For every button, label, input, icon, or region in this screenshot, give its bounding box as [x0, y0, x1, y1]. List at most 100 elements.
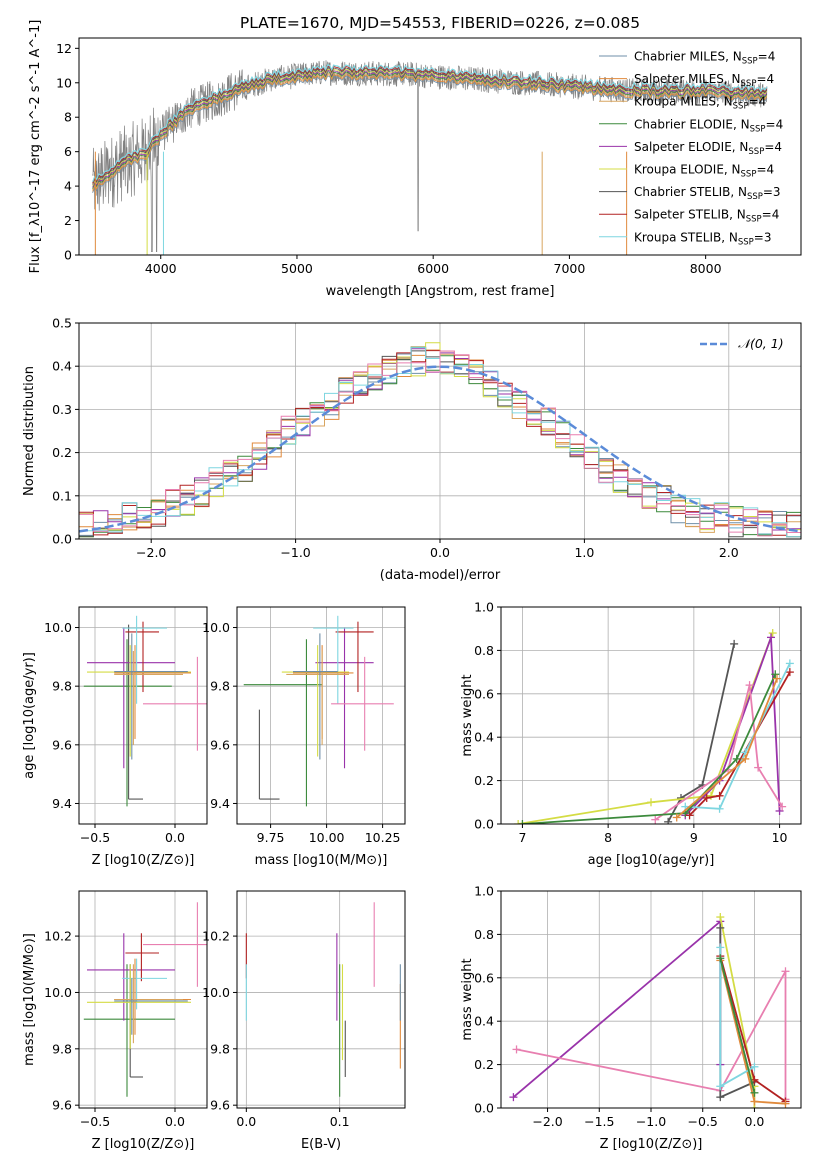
y-axis-label: mass weight: [460, 674, 475, 756]
legend-entry: Chabrier ELODIE, NSSP=4: [634, 117, 783, 134]
y-tick-label: 0.4: [474, 730, 494, 745]
x-tick-label: 0.0: [430, 545, 450, 560]
y-tick-label: 6: [64, 144, 72, 159]
x-axis-label: Z [log10(Z/Z⊙)]: [92, 1137, 195, 1152]
legend-entry: Salpeter STELIB, NSSP=4: [634, 208, 779, 225]
y-tick-label: 10.2: [44, 929, 72, 944]
x-tick-label: −1.5: [584, 1114, 614, 1129]
y-tick-label: 10.0: [44, 985, 72, 1000]
x-tick-label: 5000: [281, 261, 313, 276]
axes-frame: [78, 37, 802, 256]
chart-mass-vs-Z: −0.5 0.0 9.6 9.8 10.0 10.2 Z [log10(Z/Z⊙)] mass…: [22, 890, 208, 1152]
x-axis-label: Z [log10(Z/Z⊙)]: [600, 1137, 703, 1152]
y-tick-label: 0.2: [52, 445, 72, 460]
chart-spectrum: Chabrier MILES, NSSP=4 Salpeter MILES, NS…: [28, 20, 802, 299]
x-tick-label: 10.25: [365, 830, 401, 845]
chart-massweight-vs-Z: −2.0 −1.5 −1.0 −0.5 0.0 0.0 0.2 0.4 0.6 0.8 1.0 Z […: [460, 884, 802, 1152]
y-tick-label: 9.6: [52, 737, 72, 752]
model-line-salp_miles: [92, 74, 768, 192]
y-tick-label: 10: [56, 75, 72, 90]
y-tick-label: 0.4: [474, 1014, 494, 1029]
x-tick-label: 0.0: [745, 1114, 765, 1129]
x-tick-label: 9.75: [257, 830, 285, 845]
y-tick-label: 0.8: [474, 643, 494, 658]
x-tick-label: 0.1: [330, 1114, 350, 1129]
x-tick-label: −1.0: [280, 545, 310, 560]
x-axis-label: Z [log10(Z/Z⊙)]: [92, 853, 195, 868]
y-axis-label: age [log10(age/yr)]: [22, 652, 37, 779]
chart-mass-vs-EBV: 0.0 0.1 9.6 9.8 10.0 10.2 E(B-V): [202, 890, 406, 1152]
legend-entry: Salpeter ELODIE, NSSP=4: [634, 140, 782, 157]
plot-area: [509, 913, 790, 1108]
legend-entry: Salpeter MILES, NSSP=4: [634, 72, 774, 89]
x-tick-label: 7000: [554, 261, 586, 276]
x-tick-label: 6000: [417, 261, 449, 276]
x-axis-label: (data-model)/error: [380, 568, 501, 583]
y-tick-label: 0.2: [474, 773, 494, 788]
x-tick-label: −2.0: [136, 545, 166, 560]
x-tick-label: 0.0: [165, 830, 185, 845]
model-line-chab_elodie: [92, 71, 768, 189]
weight-line: [516, 970, 787, 1100]
y-tick-label: 10.0: [202, 985, 230, 1000]
y-tick-label: 0.2: [474, 1057, 494, 1072]
legend-entry: Chabrier STELIB, NSSP=3: [634, 185, 781, 202]
legend-entry: Kroupa STELIB, NSSP=3: [634, 230, 772, 247]
x-tick-label: −0.5: [688, 1114, 718, 1129]
model-line-krou_miles: [92, 72, 768, 191]
weight-line: [522, 673, 777, 824]
y-tick-label: 0.6: [474, 686, 494, 701]
y-tick-label: 0.4: [52, 359, 72, 374]
y-tick-label: 9.6: [210, 737, 230, 752]
model-line-chab_stelib: [92, 67, 768, 185]
figure-title: PLATE=1670, MJD=54553, FIBERID=0226, z=0…: [240, 14, 640, 32]
x-tick-label: 4000: [145, 261, 177, 276]
x-tick-label: 8: [604, 830, 612, 845]
model-line-krou_stelib: [92, 64, 768, 183]
y-tick-label: 0.0: [474, 1101, 494, 1116]
weight-line: [684, 637, 781, 816]
chart-age-vs-mass: 9.75 10.00 10.25 9.4 9.6 9.8 10.0 mass [log10(M…: [202, 606, 406, 868]
y-tick-label: 2: [64, 213, 72, 228]
x-tick-label: −1.0: [636, 1114, 666, 1129]
plot-area: [83, 615, 207, 807]
y-tick-label: 12: [56, 41, 72, 56]
legend-entry: Kroupa ELODIE, NSSP=4: [634, 163, 774, 180]
x-axis-label: mass [log10(M/M⊙)]: [255, 853, 388, 868]
y-axis-label: Normed distribution: [22, 366, 37, 496]
y-axis-label: Flux [f_λ10^-17 erg cm^-2 s^-1 A^-1]: [28, 20, 43, 274]
plot-area: [514, 629, 794, 824]
model-line-chab_miles: [92, 75, 768, 193]
model-line-krou_elodie: [92, 68, 768, 187]
y-axis-label: mass weight: [460, 958, 475, 1040]
y-tick-label: 9.8: [52, 679, 72, 694]
plot-area: [92, 60, 768, 255]
plot-area: [79, 342, 801, 539]
axes-frame: [78, 890, 208, 1109]
normal-curve: [79, 365, 801, 533]
weight-line: [517, 632, 774, 824]
x-tick-label: 9: [690, 830, 698, 845]
y-axis-label: mass [log10(M/M⊙)]: [22, 933, 37, 1066]
x-axis-label: age [log10(age/yr)]: [588, 853, 715, 868]
weight-line: [719, 958, 756, 1094]
x-tick-label: 10: [772, 830, 788, 845]
y-tick-label: 9.6: [210, 1098, 230, 1113]
x-tick-label: 7: [518, 830, 526, 845]
weight-line: [512, 919, 722, 1098]
y-tick-label: 0.5: [52, 316, 72, 331]
x-tick-label: 8000: [690, 261, 722, 276]
legend-entry: Kroupa MILES, NSSP=4: [634, 95, 766, 112]
x-tick-label: 0.0: [165, 1114, 185, 1129]
legend-entry: Chabrier MILES, NSSP=4: [634, 50, 775, 67]
y-tick-label: 0.0: [474, 817, 494, 832]
x-tick-label: 10.00: [309, 830, 345, 845]
axes-frame: [78, 606, 208, 825]
x-tick-label: 2.0: [719, 545, 739, 560]
x-tick-label: −0.5: [80, 830, 110, 845]
plot-area: [245, 902, 401, 1097]
y-tick-label: 0.6: [474, 970, 494, 985]
y-tick-label: 0: [64, 248, 72, 263]
y-tick-label: 10.0: [202, 620, 230, 635]
